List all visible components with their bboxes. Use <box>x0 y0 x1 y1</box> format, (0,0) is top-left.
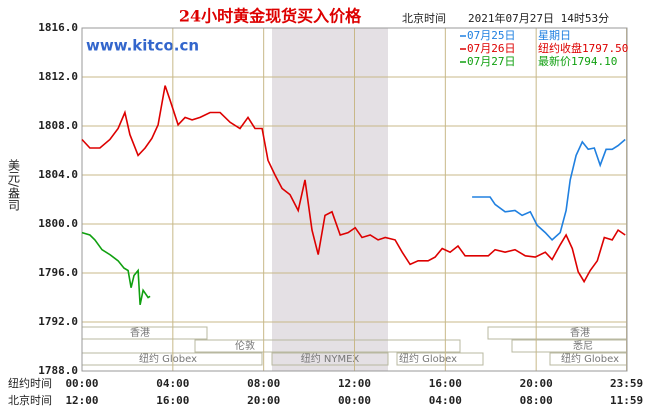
session-box <box>396 352 484 366</box>
session-label: 香港 <box>130 327 150 339</box>
x-tick-label-beijing: 16:00 <box>156 394 189 407</box>
series-line <box>81 85 626 284</box>
legend-label: 07月26日 <box>467 42 516 55</box>
y-tick-label: 1792.0 <box>38 315 78 328</box>
session-label: 悉尼 <box>573 340 593 352</box>
series-line <box>81 231 151 305</box>
x-row-label: 纽约时间 <box>8 376 52 390</box>
legend-note: 纽约收盘1797.50 <box>538 41 628 55</box>
x-tick-label-beijing: 12:00 <box>65 394 98 407</box>
session-label: 香港 <box>570 327 590 339</box>
x-tick-label: 16:00 <box>429 377 462 390</box>
plot-border <box>81 27 628 372</box>
x-tick-label-beijing: 00:00 <box>338 394 371 407</box>
x-tick-label: 20:00 <box>520 377 553 390</box>
watermark: www.kitco.cn <box>86 37 199 55</box>
session-shade <box>272 28 388 371</box>
legend-note: 星期日 <box>538 29 571 42</box>
legend-label: 07月25日 <box>467 29 516 42</box>
session-label: 纽约 Globex <box>399 352 457 365</box>
session-box <box>271 352 389 366</box>
x-tick-label-beijing: 11:59 <box>610 394 643 407</box>
session-label: 伦敦 <box>235 339 255 352</box>
y-tick-label: 1812.0 <box>38 70 78 83</box>
y-tick-label: 1804.0 <box>38 168 78 181</box>
legend-note: 最新价1794.10 <box>538 54 617 68</box>
legend-label: 07月27日 <box>467 55 516 68</box>
x-tick-label-beijing: 08:00 <box>520 394 553 407</box>
y-tick-label: 1796.0 <box>38 266 78 279</box>
chart-title: 24小时黄金现货买入价格 <box>179 7 362 26</box>
y-tick-label: 1808.0 <box>38 119 78 132</box>
session-box <box>194 339 461 353</box>
x-tick-label: 23:59 <box>610 377 643 390</box>
session-label: 纽约 Globex <box>139 352 197 365</box>
x-tick-label: 12:00 <box>338 377 371 390</box>
x-tick-label-beijing: 20:00 <box>247 394 280 407</box>
y-tick-label: 1800.0 <box>38 217 78 230</box>
series-line <box>472 138 626 242</box>
timestamp: 2021年07月27日 14时53分 <box>468 11 609 25</box>
y-tick-label: 1788.0 <box>38 364 78 377</box>
x-tick-label: 04:00 <box>156 377 189 390</box>
x-tick-label: 08:00 <box>247 377 280 390</box>
x-tick-label: 00:00 <box>65 377 98 390</box>
session-label: 纽约 Globex <box>561 352 619 365</box>
x-tick-label-beijing: 04:00 <box>429 394 462 407</box>
y-tick-label: 1816.0 <box>38 21 78 34</box>
time-zone-label: 北京时间 <box>402 11 446 25</box>
session-label: 纽约 NYMEX <box>301 352 360 365</box>
y-axis-label: 美元/盎司 <box>7 159 21 211</box>
x-row-label: 北京时间 <box>8 393 52 407</box>
